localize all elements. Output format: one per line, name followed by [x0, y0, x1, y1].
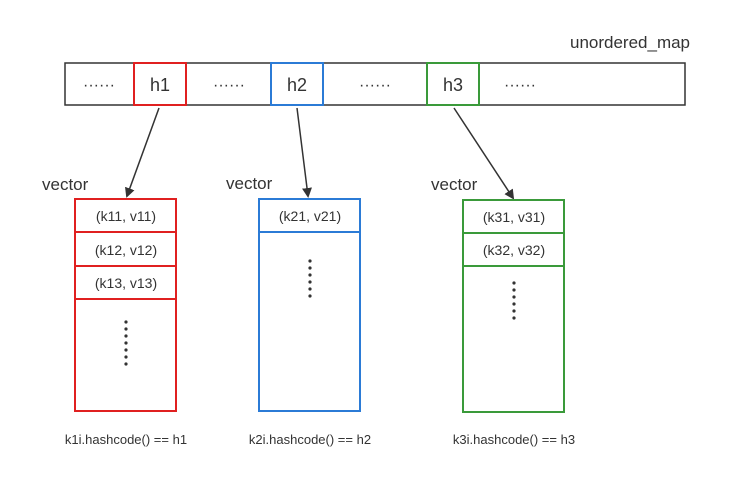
map-bar — [64, 62, 686, 106]
map-cell-h3: h3 — [443, 75, 463, 95]
vector-3: vector (k31, v31) (k32, v32) k3i.hashcod… — [431, 175, 575, 447]
vector-2: vector (k21, v21) k2i.hashcode() == h2 — [226, 174, 371, 447]
arrows — [125, 107, 515, 200]
vector-box — [258, 198, 361, 412]
vector-entry: (k31, v31) — [483, 209, 545, 225]
map-cell-h1: h1 — [150, 75, 170, 95]
map-cell-ellipsis: ······ — [213, 77, 245, 94]
map-cells: ······ h1 ······ h2 ······ h3 ······ — [83, 62, 536, 106]
arrow-h1-to-vector1 — [125, 107, 160, 198]
vertical-ellipsis — [124, 320, 128, 366]
map-cell-ellipsis: ······ — [83, 77, 115, 94]
vertical-ellipsis — [308, 259, 312, 298]
map-cell-ellipsis: ······ — [359, 77, 391, 94]
map-label: unordered_map — [570, 33, 690, 52]
vector-entry: (k21, v21) — [279, 208, 341, 224]
vector-box — [462, 199, 565, 413]
vector-label: vector — [42, 175, 89, 194]
map-cell-h3-box — [426, 62, 480, 106]
vector-entry: (k11, v11) — [96, 208, 156, 224]
map-cell-h2-box — [270, 62, 324, 106]
vector-caption: k1i.hashcode() == h1 — [65, 432, 187, 447]
vertical-ellipsis — [512, 281, 516, 320]
arrow-h3-to-vector3 — [453, 107, 515, 200]
map-cell-h1-box — [133, 62, 187, 106]
map-cell-ellipsis: ······ — [504, 77, 536, 94]
map-cell-h2: h2 — [287, 75, 307, 95]
vector-entry: (k32, v32) — [483, 242, 545, 258]
vector-box — [74, 198, 177, 412]
vector-label: vector — [431, 175, 478, 194]
arrow-h2-to-vector2 — [296, 107, 312, 198]
vector-caption: k2i.hashcode() == h2 — [249, 432, 371, 447]
vector-caption: k3i.hashcode() == h3 — [453, 432, 575, 447]
vector-entry: (k13, v13) — [95, 275, 157, 291]
vector-label: vector — [226, 174, 273, 193]
vector-entry: (k12, v12) — [95, 242, 157, 258]
vector-1: vector (k11, v11) (k12, v12) (k13, v13) … — [42, 175, 187, 447]
